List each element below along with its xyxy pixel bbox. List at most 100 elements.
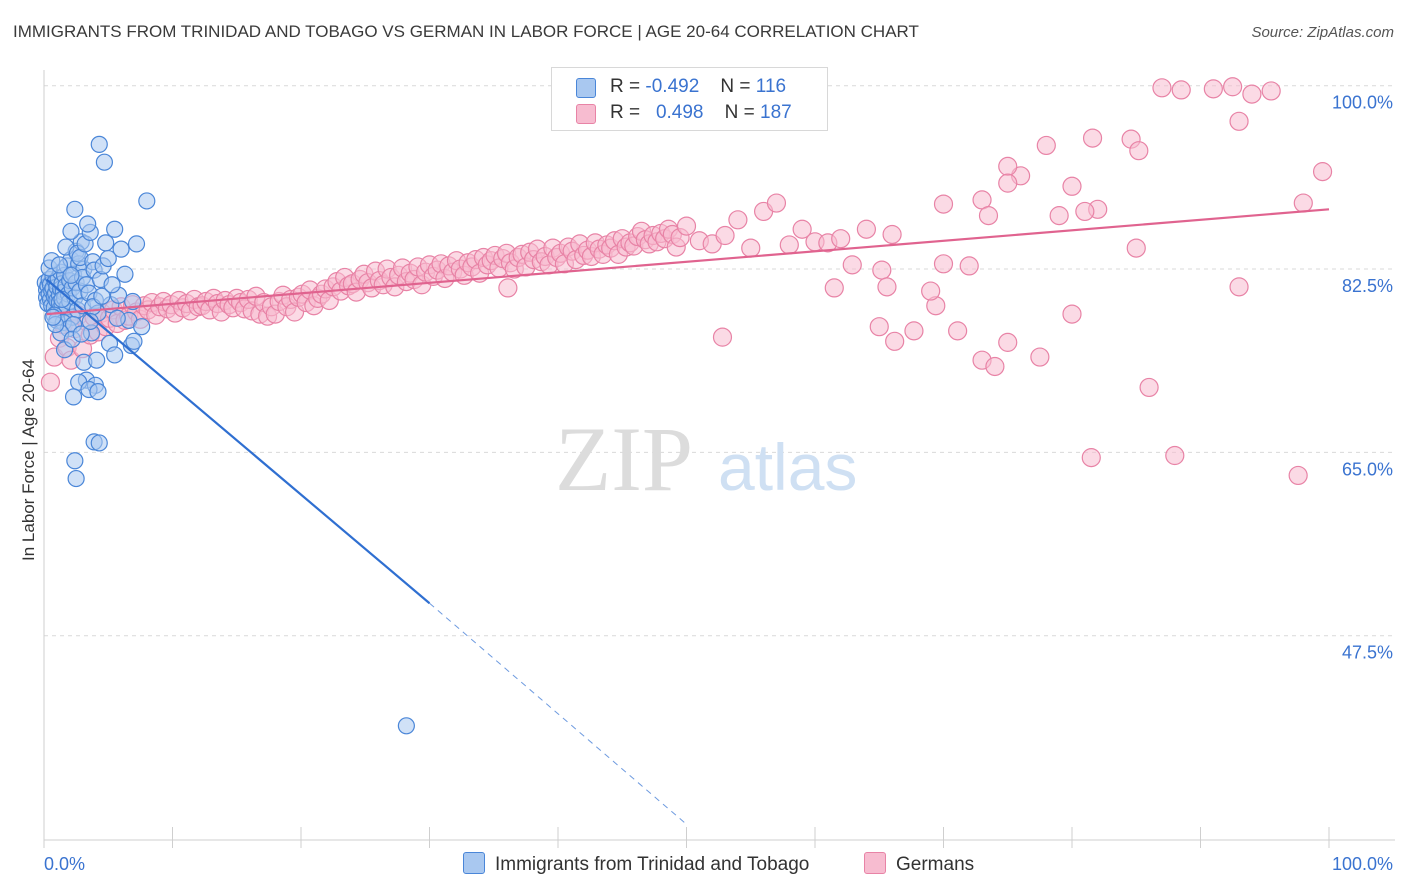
point-trinidad bbox=[93, 287, 111, 305]
legend-swatch-pink bbox=[576, 104, 596, 124]
tick-labels: 47.5% 65.0% 82.5% 100.0% 0.0% 100.0% bbox=[44, 93, 1393, 874]
legend-n-value: 187 bbox=[760, 102, 792, 123]
point-trinidad bbox=[125, 332, 143, 350]
legend-n-label: N = bbox=[724, 102, 755, 123]
y-tick-label: 65.0% bbox=[1342, 459, 1393, 479]
point-germans bbox=[1171, 80, 1191, 100]
point-germans bbox=[1152, 78, 1172, 98]
y-tick-label: 82.5% bbox=[1342, 276, 1393, 296]
point-germans bbox=[1261, 81, 1281, 101]
point-germans bbox=[869, 317, 889, 337]
x-tick-label: 100.0% bbox=[1332, 854, 1393, 874]
point-germans bbox=[998, 173, 1018, 193]
point-trinidad bbox=[106, 220, 124, 238]
legend-r-label: R = bbox=[610, 76, 641, 97]
y-tick-label: 100.0% bbox=[1332, 93, 1393, 113]
point-germans bbox=[1062, 304, 1082, 324]
point-trinidad bbox=[67, 469, 85, 488]
point-germans bbox=[779, 235, 799, 255]
point-germans bbox=[1203, 79, 1223, 99]
point-trinidad bbox=[95, 153, 113, 171]
point-trinidad bbox=[66, 200, 84, 218]
point-trinidad bbox=[72, 325, 90, 343]
point-germans bbox=[741, 238, 761, 258]
bottom-legend-swatch-blue bbox=[463, 852, 485, 874]
point-trinidad bbox=[44, 308, 62, 326]
point-germans bbox=[1312, 162, 1333, 182]
point-trinidad bbox=[106, 346, 124, 364]
legend-r-value: 0.498 bbox=[655, 102, 704, 123]
point-trinidad bbox=[90, 135, 108, 153]
point-trinidad bbox=[79, 215, 97, 233]
bottom-legend-label: Immigrants from Trinidad and Tobago bbox=[495, 854, 810, 875]
point-germans bbox=[933, 194, 954, 214]
point-trinidad bbox=[116, 265, 134, 283]
point-germans bbox=[792, 219, 812, 239]
y-axis-label: In Labor Force | Age 20-64 bbox=[19, 359, 38, 561]
point-germans bbox=[959, 256, 979, 276]
bottom-legend-label: Germans bbox=[896, 854, 975, 875]
point-trinidad bbox=[50, 256, 69, 274]
point-trinidad bbox=[90, 434, 108, 452]
point-trinidad bbox=[99, 249, 117, 268]
point-germans bbox=[1036, 135, 1056, 156]
point-germans bbox=[498, 278, 518, 298]
point-germans bbox=[933, 254, 954, 274]
legend-n-label: N = bbox=[720, 76, 751, 97]
legend-swatch-blue bbox=[576, 78, 596, 98]
gridlines bbox=[44, 85, 1395, 637]
point-trinidad bbox=[97, 234, 115, 252]
point-germans bbox=[1139, 377, 1159, 398]
point-trinidad bbox=[108, 309, 126, 327]
point-germans bbox=[998, 156, 1018, 176]
point-germans bbox=[715, 225, 735, 246]
point-trinidad bbox=[103, 276, 121, 294]
point-trinidad bbox=[89, 383, 107, 401]
point-germans bbox=[824, 278, 844, 298]
point-germans bbox=[1075, 201, 1095, 222]
point-germans bbox=[904, 321, 924, 341]
point-germans bbox=[676, 216, 697, 236]
y-tick-label: 47.5% bbox=[1342, 643, 1393, 663]
point-germans bbox=[872, 260, 892, 280]
point-trinidad bbox=[62, 222, 80, 240]
point-germans bbox=[1062, 176, 1082, 196]
point-germans bbox=[1049, 206, 1069, 226]
watermark-zip: ZIP bbox=[555, 408, 693, 510]
watermark: ZIP atlas bbox=[555, 408, 857, 510]
point-trinidad bbox=[127, 235, 146, 253]
point-germans bbox=[1081, 448, 1101, 468]
point-germans bbox=[1223, 77, 1243, 97]
point-trinidad bbox=[397, 717, 415, 735]
bottom-legend-swatch-pink bbox=[864, 852, 886, 874]
point-trinidad bbox=[133, 318, 151, 336]
source-credit: Source: ZipAtlas.com bbox=[1251, 24, 1394, 41]
point-trinidad bbox=[64, 388, 83, 406]
point-trinidad bbox=[62, 266, 80, 284]
point-germans bbox=[728, 210, 748, 230]
trend-line-trinidad bbox=[45, 278, 431, 605]
point-germans bbox=[842, 255, 862, 275]
point-germans bbox=[948, 321, 968, 341]
point-germans bbox=[985, 356, 1005, 377]
series-trinidad-points bbox=[36, 135, 415, 735]
point-germans bbox=[1288, 465, 1308, 486]
legend-r-value: -0.492 bbox=[645, 76, 700, 97]
point-trinidad bbox=[112, 240, 130, 258]
point-germans bbox=[978, 206, 999, 226]
point-trinidad bbox=[66, 452, 84, 470]
point-germans bbox=[1293, 193, 1313, 213]
point-germans bbox=[877, 277, 897, 297]
x-tick-label: 0.0% bbox=[44, 854, 85, 874]
point-trinidad bbox=[81, 312, 99, 331]
point-germans bbox=[856, 219, 877, 239]
trend-lines bbox=[45, 208, 1330, 825]
point-germans bbox=[40, 372, 61, 392]
chart-title: IMMIGRANTS FROM TRINIDAD AND TOBAGO VS G… bbox=[13, 22, 919, 41]
point-germans bbox=[831, 229, 851, 249]
watermark-atlas: atlas bbox=[718, 430, 857, 504]
bottom-legend-trinidad: Immigrants from Trinidad and Tobago bbox=[463, 852, 809, 876]
bottom-legend-germans: Germans bbox=[864, 852, 974, 876]
point-trinidad bbox=[124, 292, 142, 311]
